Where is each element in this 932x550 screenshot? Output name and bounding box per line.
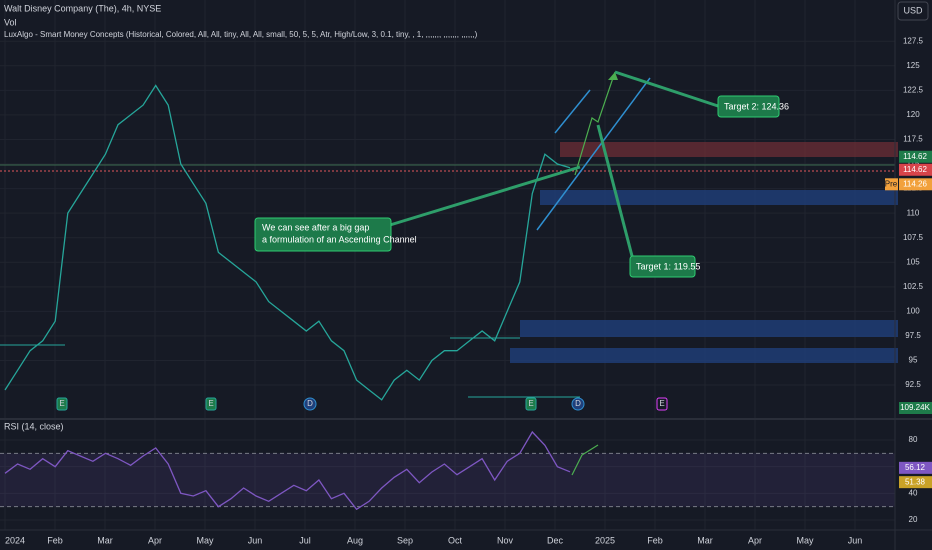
event-label: E	[208, 399, 213, 408]
rsi-value-label: 56.12	[905, 463, 926, 472]
series-line	[4, 430, 571, 511]
indicator-title: LuxAlgo - Smart Money Concepts (Historic…	[4, 30, 478, 39]
series-line	[4, 84, 571, 401]
y-tick-label: 102.5	[903, 282, 924, 291]
price-label-box	[899, 150, 932, 163]
channel-line	[536, 77, 651, 231]
demand-zone	[540, 190, 898, 205]
volume-label: 109.24K	[900, 403, 930, 412]
price-label: 114.62	[903, 165, 927, 174]
y-tick-label: 115	[907, 159, 920, 168]
event-marker	[56, 397, 68, 411]
rsi-value-box	[899, 476, 932, 489]
x-tick-label: May	[796, 535, 814, 545]
y-tick-label: 120	[906, 110, 920, 119]
x-tick-label: Oct	[448, 535, 463, 545]
y-tick-label: 125	[906, 61, 920, 70]
x-tick-label: Dec	[547, 535, 564, 545]
y-tick-label: 95	[909, 356, 918, 365]
x-tick-label: Mar	[97, 535, 113, 545]
event-label: E	[59, 399, 64, 408]
event-marker	[205, 397, 217, 411]
event-marker	[656, 397, 668, 411]
price-label-box	[899, 178, 932, 191]
projection-arrow	[574, 71, 616, 176]
price-label: 114.26	[903, 179, 927, 188]
x-tick-label: 2025	[595, 535, 615, 545]
y-tick-label: 107.5	[903, 233, 924, 242]
callout-pointer	[596, 124, 634, 257]
callout-text: Target 2: 124.36	[724, 101, 789, 111]
y-tick-label: 40	[909, 488, 918, 497]
x-tick-label: Jun	[848, 535, 863, 545]
rsi-band	[0, 453, 895, 507]
x-tick-label: Feb	[647, 535, 663, 545]
dividend-marker	[571, 397, 585, 411]
demand-zone	[520, 320, 898, 337]
currency-button[interactable]	[897, 1, 929, 21]
rsi-arrow	[571, 444, 599, 476]
event-label: E	[528, 399, 533, 408]
x-tick-label: Mar	[697, 535, 713, 545]
demand-zone	[510, 348, 898, 363]
x-tick-label: 2024	[5, 535, 25, 545]
y-tick-label: 127.5	[903, 36, 924, 45]
callout-box	[254, 217, 392, 252]
x-tick-label: Aug	[347, 535, 363, 545]
volume-label-box	[899, 402, 932, 414]
callout-box	[717, 95, 780, 118]
callout-text: a formulation of an Ascending Channel	[262, 234, 417, 244]
callout-pointer	[614, 70, 719, 108]
y-tick-label: 117.5	[903, 135, 923, 144]
chart-title: Walt Disney Company (The), 4h, NYSE	[4, 3, 161, 13]
y-tick-label: 20	[909, 515, 918, 524]
y-tick-label: 97.5	[905, 331, 921, 340]
x-tick-label: Jul	[299, 535, 311, 545]
event-label: E	[659, 399, 664, 408]
price-label-box	[899, 163, 932, 176]
x-tick-label: May	[196, 535, 214, 545]
x-tick-label: Apr	[148, 535, 162, 545]
callout-box	[629, 255, 696, 278]
x-tick-label: Feb	[47, 535, 63, 545]
callout-text: Target 1: 119.55	[636, 261, 700, 271]
y-tick-label: 122.5	[903, 85, 924, 94]
x-tick-label: Jun	[248, 535, 263, 545]
dividend-label: D	[307, 399, 313, 408]
series	[4, 84, 571, 511]
arrow-head	[608, 72, 618, 80]
premarket-label: Pre	[885, 179, 898, 188]
currency[interactable]: USD	[903, 5, 923, 15]
callout-pointer	[389, 165, 581, 227]
supply-zone	[560, 142, 898, 157]
channel-line	[554, 89, 591, 134]
y-tick-label: 105	[906, 257, 920, 266]
dividend-marker	[303, 397, 317, 411]
y-tick-label: 100	[906, 306, 920, 315]
rsi-value-box	[899, 461, 932, 474]
y-tick-label: 80	[909, 435, 918, 444]
y-tick-label: 92.5	[905, 380, 921, 389]
premarket-box	[885, 178, 898, 191]
rsi-title: RSI (14, close)	[4, 421, 64, 431]
rsi-value-label: 51.38	[905, 477, 926, 486]
x-tick-label: Apr	[748, 535, 762, 545]
price-label: 114.62	[903, 152, 927, 161]
volume-title: Vol	[4, 17, 17, 27]
x-tick-label: Nov	[497, 535, 514, 545]
dividend-label: D	[575, 399, 581, 408]
callout-text: We can see after a big gap	[262, 222, 369, 232]
event-marker	[525, 397, 537, 411]
y-tick-label: 110	[907, 208, 920, 217]
x-tick-label: Sep	[397, 535, 413, 545]
